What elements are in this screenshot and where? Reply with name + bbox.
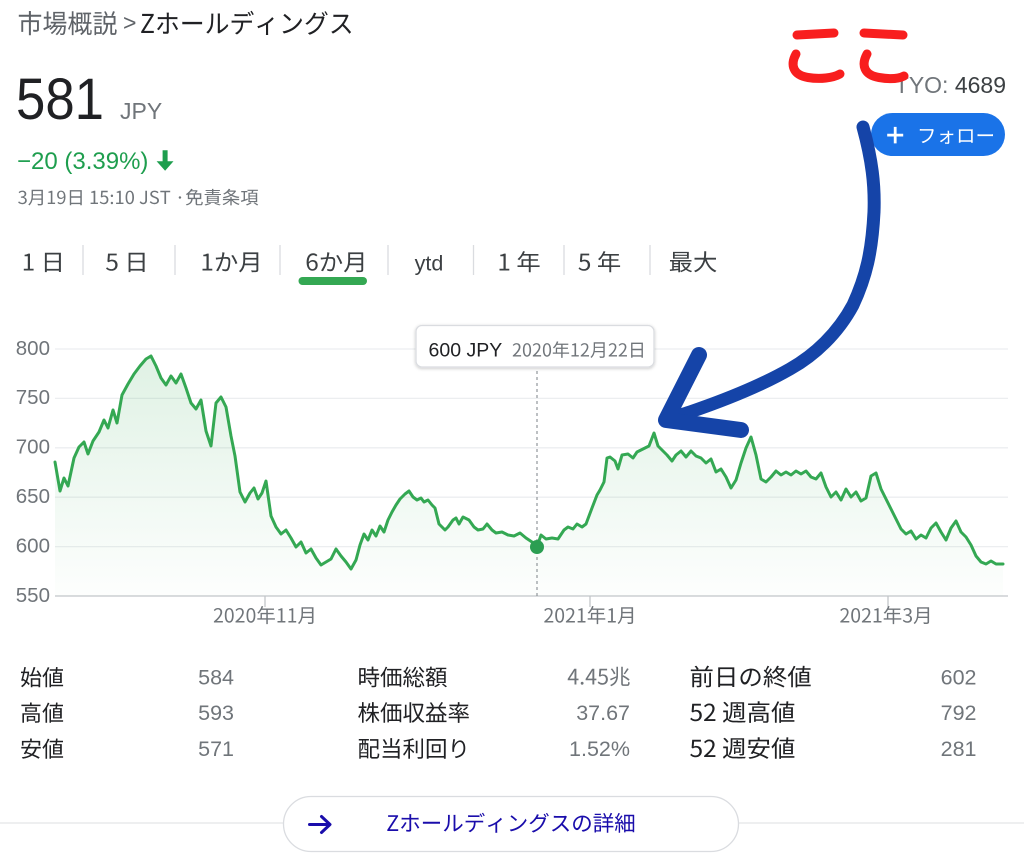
svg-text:584: 584 bbox=[198, 666, 234, 690]
svg-text:1.52%: 1.52% bbox=[569, 737, 630, 761]
svg-text:593: 593 bbox=[198, 701, 234, 725]
svg-text:TYO: 4689: TYO: 4689 bbox=[895, 72, 1006, 98]
svg-text:650: 650 bbox=[16, 485, 50, 508]
svg-text:281: 281 bbox=[941, 737, 977, 761]
svg-text:750: 750 bbox=[16, 386, 50, 409]
svg-text:571: 571 bbox=[198, 737, 234, 761]
svg-text:−20 (3.39%): −20 (3.39%) bbox=[17, 148, 148, 175]
svg-text:600 JPY: 600 JPY bbox=[429, 340, 503, 362]
svg-text:JPY: JPY bbox=[120, 98, 162, 124]
svg-text:700: 700 bbox=[16, 436, 50, 459]
svg-text:ytd: ytd bbox=[415, 252, 444, 276]
svg-text:792: 792 bbox=[941, 701, 977, 725]
svg-text:>: > bbox=[123, 10, 136, 36]
svg-text:581: 581 bbox=[16, 67, 104, 132]
svg-text:37.67: 37.67 bbox=[576, 701, 630, 725]
svg-text:550: 550 bbox=[16, 584, 50, 607]
svg-text:600: 600 bbox=[16, 534, 50, 557]
svg-text:800: 800 bbox=[16, 337, 50, 360]
svg-text:602: 602 bbox=[941, 666, 977, 690]
